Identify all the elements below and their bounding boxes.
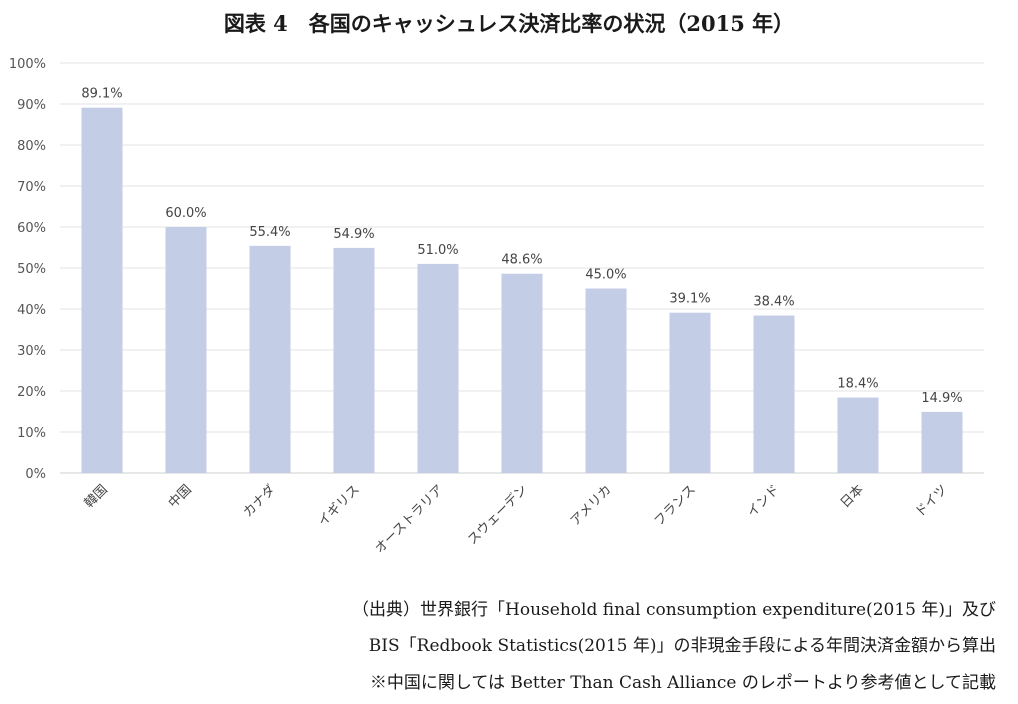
x-axis-labels: 韓国 中国 カナダ イギリス オーストラリア スウェーデン アメリカ フランス インド 日本 ドイツ	[82, 482, 951, 557]
x-tick-label: カナダ	[241, 482, 279, 520]
bar	[921, 411, 963, 473]
data-label: 39.1%	[669, 292, 710, 307]
data-label: 18.4%	[837, 377, 878, 392]
bar	[333, 247, 375, 473]
bars	[81, 107, 963, 473]
y-tick-label: 100%	[9, 57, 46, 72]
data-label: 14.9%	[921, 391, 962, 406]
value-labels: 89.1% 60.0% 55.4% 54.9% 51.0% 48.6% 45.0% 39.1%…	[81, 87, 962, 406]
x-tick-label: 韓国	[82, 482, 111, 511]
data-label: 51.0%	[417, 243, 458, 258]
x-tick-label: ドイツ	[913, 482, 951, 520]
y-tick-label: 0%	[25, 467, 46, 482]
x-tick-label: スウェーデン	[464, 482, 530, 548]
y-tick-label: 90%	[17, 98, 46, 113]
bar-chart: 0% 10% 20% 30% 40% 50% 60% 70% 80% 90% 100% 89.1% 6…	[9, 57, 984, 557]
source-note-line-1: （出典）世界銀行「Household final consumption exp…	[352, 600, 996, 620]
bar	[753, 315, 795, 473]
bar	[165, 227, 207, 473]
x-tick-label: アメリカ	[568, 482, 615, 529]
y-tick-label: 40%	[17, 303, 46, 318]
x-tick-label: 日本	[838, 482, 867, 511]
data-label: 38.4%	[753, 295, 794, 310]
y-tick-label: 50%	[17, 262, 46, 277]
data-label: 89.1%	[81, 87, 122, 102]
y-tick-label: 80%	[17, 139, 46, 154]
x-tick-label: イギリス	[315, 482, 362, 529]
x-tick-label: インド	[745, 482, 783, 520]
data-label: 60.0%	[165, 206, 206, 221]
source-note-line-3: ※中国に関しては Better Than Cash Alliance のレポート…	[369, 673, 996, 693]
bar	[249, 245, 291, 473]
bar	[417, 263, 459, 473]
bar	[585, 288, 627, 473]
data-label: 55.4%	[249, 225, 290, 240]
data-label: 48.6%	[501, 253, 542, 268]
bar	[669, 312, 711, 473]
chart-title: 図表 4 各国のキャッシュレス決済比率の状況（2015 年）	[223, 11, 795, 36]
bar	[81, 107, 123, 473]
y-tick-label: 10%	[17, 426, 46, 441]
source-note-line-2: BIS「Redbook Statistics(2015 年)」の非現金手段による…	[368, 636, 996, 656]
y-tick-label: 30%	[17, 344, 46, 359]
y-tick-label: 70%	[17, 180, 46, 195]
x-tick-label: 中国	[166, 482, 195, 511]
data-label: 45.0%	[585, 268, 626, 283]
y-tick-label: 20%	[17, 385, 46, 400]
y-axis-labels: 0% 10% 20% 30% 40% 50% 60% 70% 80% 90% 100%	[9, 57, 46, 482]
data-label: 54.9%	[333, 227, 374, 242]
x-tick-label: オーストラリア	[372, 482, 447, 557]
bar	[501, 273, 543, 473]
y-tick-label: 60%	[17, 221, 46, 236]
x-tick-label: フランス	[652, 482, 699, 529]
bar	[837, 397, 879, 473]
